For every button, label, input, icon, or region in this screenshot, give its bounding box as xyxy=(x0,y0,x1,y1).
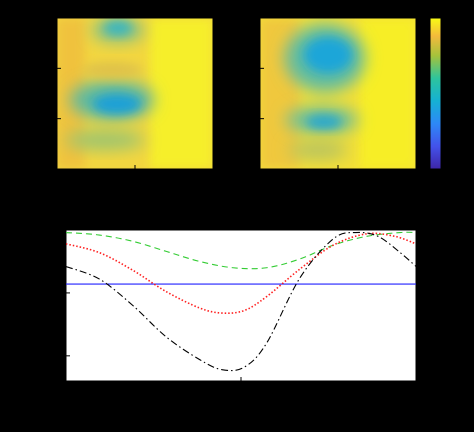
series-line-dashed xyxy=(66,231,416,270)
heatmap-right xyxy=(259,17,417,170)
colorbar-tick-label: 1 xyxy=(446,11,453,26)
y-axis-label: Tp(γt = 500) xyxy=(7,268,23,344)
x-tick-label: π xyxy=(334,173,343,188)
y-tick-label: 0 xyxy=(55,349,62,364)
y-tick-label: 0 xyxy=(46,162,53,177)
x-tick-label: 0 xyxy=(62,385,69,400)
x-tick-label: π xyxy=(237,385,246,400)
y-axis-label: γt/100 xyxy=(223,76,238,110)
y-tick-label: 0.5 xyxy=(44,286,62,301)
x-tick-label: 2π xyxy=(408,173,424,188)
y-tick-label: 2 xyxy=(249,61,256,76)
y-tick-label: 1 xyxy=(249,112,256,127)
y-tick-label: 3 xyxy=(249,11,256,26)
colorbar-tick-label: -0.5 xyxy=(446,124,468,139)
x-tick-label: π xyxy=(131,173,140,188)
y-tick-label: 12 xyxy=(39,11,53,26)
x-tick-label: 2π xyxy=(205,173,221,188)
x-tick-label: 0 xyxy=(53,173,60,188)
y-tick-label: 1 xyxy=(55,223,62,238)
colorbar xyxy=(429,17,442,170)
colorbar-tick-label: 0.5 xyxy=(446,49,464,64)
colorbar-tick-label: -1 xyxy=(446,162,458,177)
colorbar-tick-label: 0 xyxy=(446,87,453,102)
x-axis-label: θ xyxy=(335,192,342,207)
heatmap-left xyxy=(56,17,214,170)
line-chart xyxy=(65,229,417,382)
y-tick-label: -0.2 xyxy=(40,374,62,389)
y-tick-label: 4 xyxy=(46,112,53,127)
y-tick-label: 8 xyxy=(46,61,53,76)
x-tick-label: 2π xyxy=(408,385,424,400)
y-tick-label: 0 xyxy=(249,162,256,177)
x-tick-label: 0 xyxy=(256,173,263,188)
y-axis-label: γt/100 xyxy=(20,76,35,110)
x-axis-label: θ xyxy=(132,192,139,207)
series-line-dashdot xyxy=(66,231,416,372)
x-axis-label: θ xyxy=(238,404,245,419)
